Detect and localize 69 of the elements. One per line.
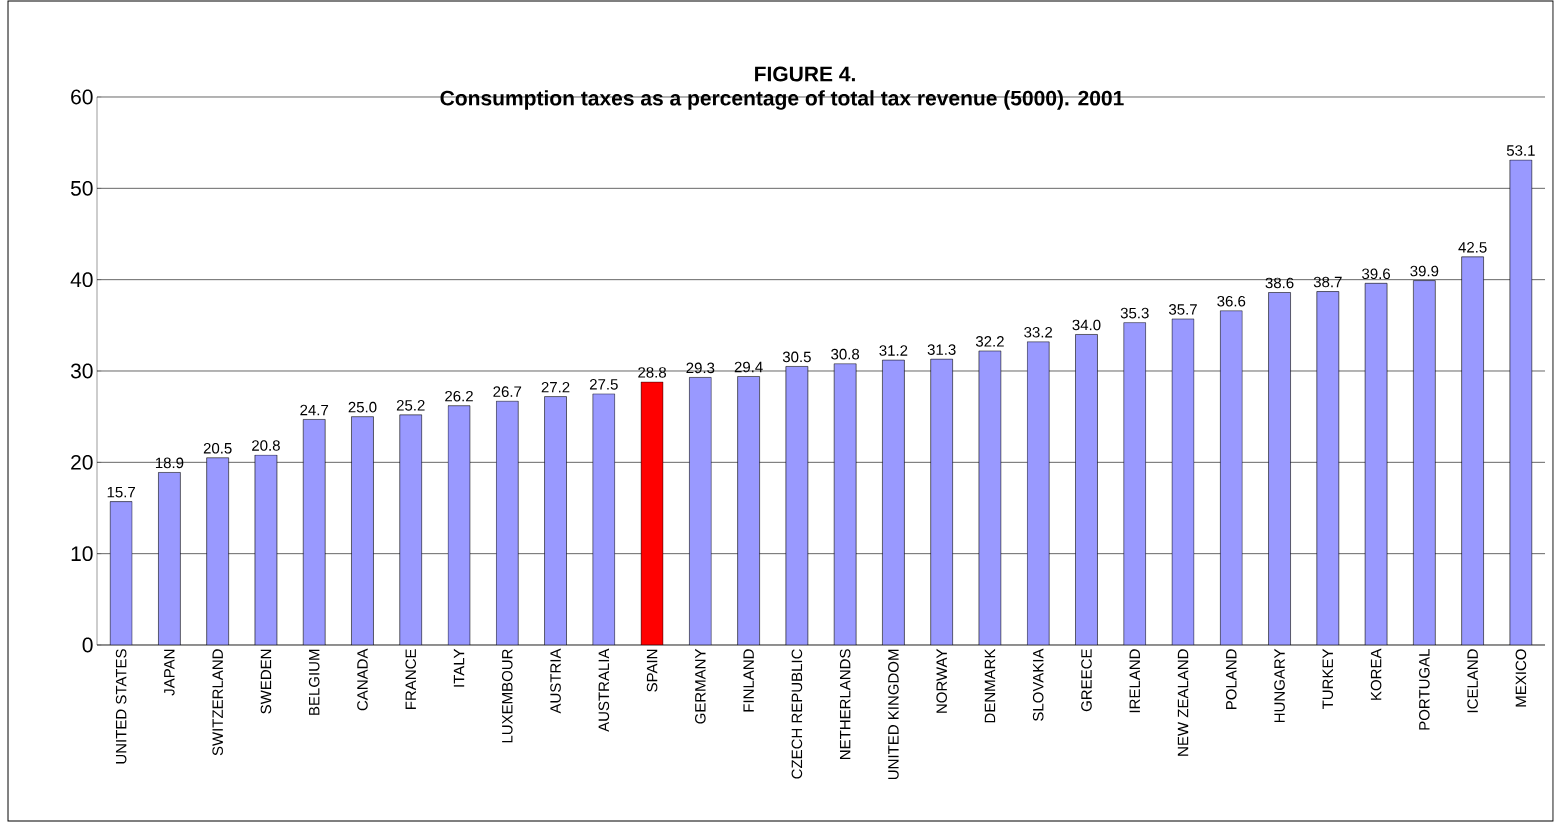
data-label: 28.8 bbox=[638, 367, 667, 378]
x-tick-label: FINLAND bbox=[743, 649, 754, 712]
data-label: 36.6 bbox=[1217, 295, 1246, 307]
x-tick-label: SPAIN bbox=[646, 649, 658, 692]
x-tick-label: KOREA bbox=[1370, 648, 1382, 700]
x-tick-label: MEXICO bbox=[1515, 649, 1527, 707]
data-label: 29.3 bbox=[686, 362, 715, 374]
data-label: 34.0 bbox=[1072, 319, 1101, 331]
data-label: 24.7 bbox=[300, 404, 329, 416]
x-tick-label: UNITED STATES bbox=[115, 649, 127, 764]
chart-subtitle: Consumption taxes as a percentage of total tax revenue (5000). 2001 bbox=[440, 90, 1124, 110]
data-label: 29.4 bbox=[734, 361, 763, 373]
data-label: 31.3 bbox=[927, 344, 956, 355]
x-tick-label: ICELAND bbox=[1467, 649, 1478, 713]
data-label: 39.6 bbox=[1362, 268, 1391, 280]
y-tick-label: 40 bbox=[70, 272, 93, 288]
x-tick-label: UNITED KINGDOM bbox=[888, 649, 899, 780]
data-label: 18.9 bbox=[155, 457, 184, 469]
x-tick-label: POLAND bbox=[1225, 649, 1237, 709]
data-label: 20.8 bbox=[252, 440, 280, 451]
x-tick-label: DENMARK bbox=[984, 648, 996, 723]
data-label: 25.0 bbox=[348, 401, 377, 413]
x-tick-label: SWEDEN bbox=[260, 649, 272, 714]
data-label: 27.2 bbox=[541, 381, 570, 393]
x-tick-label: HUNGARY bbox=[1274, 648, 1285, 723]
x-tick-label: LUXEMBOUR bbox=[501, 649, 513, 743]
y-tick-label: 30 bbox=[70, 363, 93, 379]
x-tick-label: NEW ZEALAND bbox=[1177, 649, 1189, 756]
data-label: 30.8 bbox=[831, 348, 860, 360]
x-tick-label: IRELAND bbox=[1129, 649, 1140, 713]
x-tick-label: AUSTRIA bbox=[550, 648, 561, 714]
data-label: 25.2 bbox=[396, 400, 425, 411]
data-label: 42.5 bbox=[1458, 242, 1487, 253]
y-tick-label: 10 bbox=[71, 546, 93, 562]
y-tick-label: 50 bbox=[70, 180, 93, 196]
x-tick-label: AUSTRALIA bbox=[598, 648, 610, 732]
data-label: 38.6 bbox=[1265, 277, 1294, 289]
x-tick-label: NORWAY bbox=[936, 648, 947, 713]
data-label: 31.2 bbox=[879, 345, 908, 356]
x-tick-label: BELGIUM bbox=[308, 649, 320, 715]
y-tick-label: 60 bbox=[71, 89, 93, 105]
data-label: 27.5 bbox=[589, 379, 618, 390]
data-label: 20.5 bbox=[203, 442, 232, 454]
x-tick-label: SLOVAKIA bbox=[1032, 648, 1044, 721]
data-label: 33.2 bbox=[1024, 326, 1053, 338]
data-label: 38.7 bbox=[1313, 276, 1342, 288]
x-tick-label: JAPAN bbox=[164, 649, 175, 696]
x-tick-label: CZECH REPUBLIC bbox=[791, 649, 803, 779]
y-tick-label: 20 bbox=[71, 454, 93, 470]
x-tick-label: TURKEY bbox=[1322, 648, 1334, 710]
x-tick-label: NETHERLANDS bbox=[839, 649, 851, 759]
x-tick-label: ITALY bbox=[453, 648, 465, 687]
data-label: 30.5 bbox=[782, 351, 811, 363]
x-tick-label: CANADA bbox=[357, 648, 368, 711]
data-label: 35.3 bbox=[1120, 307, 1149, 319]
data-label: 26.2 bbox=[445, 390, 473, 402]
data-label: 39.9 bbox=[1410, 265, 1439, 277]
x-tick-label: SWITZERLAND bbox=[212, 649, 223, 756]
x-tick-label: GERMANY bbox=[695, 648, 706, 724]
data-label: 35.7 bbox=[1168, 304, 1197, 315]
data-label: 26.7 bbox=[493, 386, 522, 397]
x-tick-label: GREECE bbox=[1081, 649, 1092, 712]
x-tick-label: PORTUGAL bbox=[1419, 649, 1430, 730]
data-label: 15.7 bbox=[107, 486, 135, 498]
chart-title: FIGURE 4. bbox=[755, 66, 855, 82]
y-tick-label: 0 bbox=[82, 637, 93, 653]
data-label: 32.2 bbox=[975, 336, 1004, 347]
data-label: 53.1 bbox=[1506, 145, 1535, 156]
x-tick-label: FRANCE bbox=[405, 649, 417, 709]
